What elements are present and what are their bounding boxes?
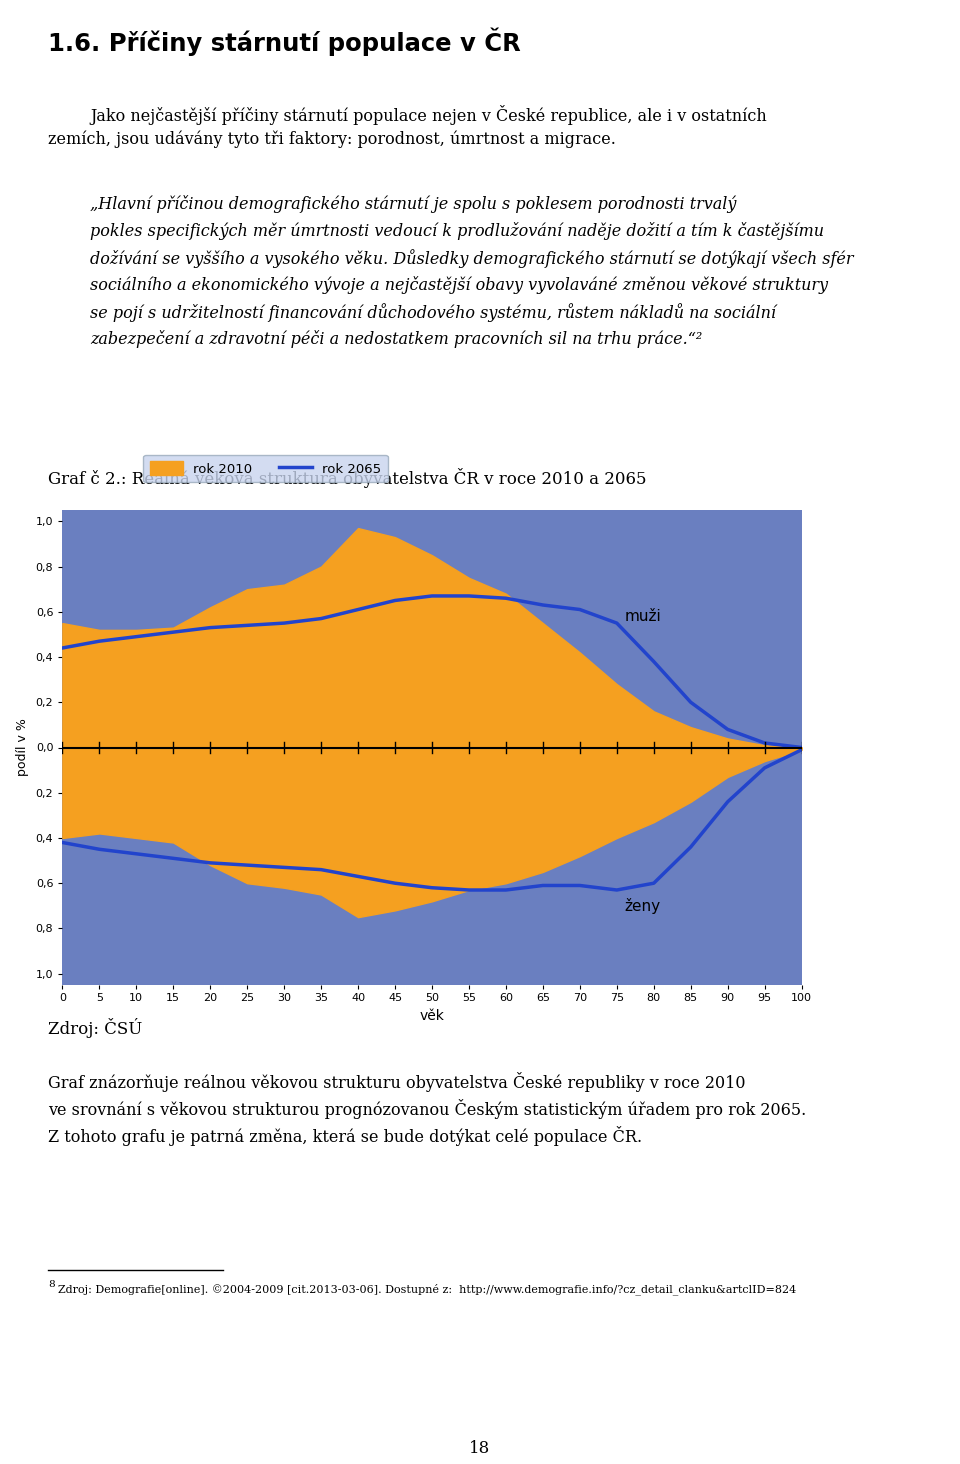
- Text: pokles specifických měr úmrtnosti vedoucí k prodlužování naděje dožití a tím k č: pokles specifických měr úmrtnosti vedouc…: [90, 223, 824, 240]
- Text: zabezpečení a zdravotní péči a nedostatkem pracovních sil na trhu práce.“²: zabezpečení a zdravotní péči a nedostatk…: [90, 329, 703, 348]
- Text: ženy: ženy: [624, 897, 660, 914]
- Text: muži: muži: [624, 609, 660, 624]
- Text: zemích, jsou udávány tyto tři faktory: porodnost, úmrtnost a migrace.: zemích, jsou udávány tyto tři faktory: p…: [48, 130, 616, 148]
- Legend: rok 2010, rok 2065: rok 2010, rok 2065: [143, 455, 388, 482]
- Text: 1.6. Příčiny stárnutí populace v ČR: 1.6. Příčiny stárnutí populace v ČR: [48, 28, 520, 57]
- Text: ve srovnání s věkovou strukturou prognózovanou Českým statistickým úřadem pro ro: ve srovnání s věkovou strukturou prognóz…: [48, 1099, 806, 1118]
- Text: Z tohoto grafu je patrná změna, která se bude dotýkat celé populace ČR.: Z tohoto grafu je patrná změna, která se…: [48, 1126, 642, 1146]
- Text: dožívání se vyššího a vysokého věku. Důsledky demografického stárnutí se dotýkaj: dožívání se vyššího a vysokého věku. Důs…: [90, 249, 853, 268]
- Text: se pojí s udržitelností financování důchodového systému, růstem nákladů na sociá: se pojí s udržitelností financování důch…: [90, 303, 776, 322]
- Text: Graf znázorňuje reálnou věkovou strukturu obyvatelstva České republiky v roce 20: Graf znázorňuje reálnou věkovou struktur…: [48, 1072, 746, 1092]
- Text: Jako nejčastější příčiny stárnutí populace nejen v České republice, ale i v osta: Jako nejčastější příčiny stárnutí popula…: [90, 105, 767, 124]
- Text: „Hlavní příčinou demografického stárnutí je spolu s poklesem porodnosti trvalý: „Hlavní příčinou demografického stárnutí…: [90, 195, 736, 212]
- X-axis label: věk: věk: [420, 1009, 444, 1023]
- Y-axis label: podíl v %: podíl v %: [15, 719, 29, 776]
- Text: 8: 8: [48, 1280, 55, 1288]
- Text: 18: 18: [469, 1441, 491, 1457]
- Text: Zdroj: Demografie[online]. ©2004-2009 [cit.2013-03-06]. Dostupné z:  http://www.: Zdroj: Demografie[online]. ©2004-2009 [c…: [58, 1282, 796, 1294]
- Text: Zdroj: ČSÚ: Zdroj: ČSÚ: [48, 1017, 142, 1038]
- Text: Graf č 2.: Reálná věková struktura obyvatelstva ČR v roce 2010 a 2065: Graf č 2.: Reálná věková struktura obyva…: [48, 468, 646, 488]
- Text: sociálního a ekonomického vývoje a nejčastější obavy vyvolaváné změnou věkové st: sociálního a ekonomického vývoje a nejča…: [90, 277, 828, 294]
